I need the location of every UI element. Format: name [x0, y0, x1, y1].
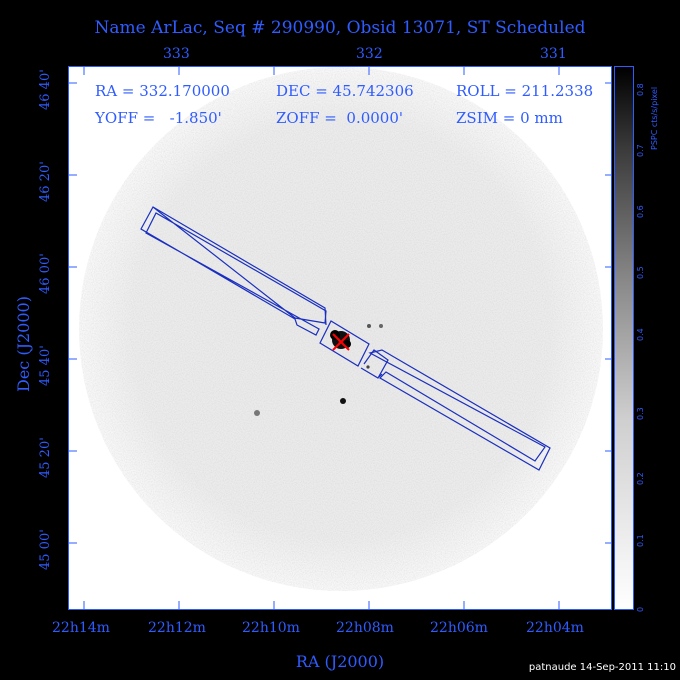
bottom-tick-label: 22h08m: [336, 620, 394, 636]
info-dec: DEC = 45.742306: [276, 82, 414, 100]
colorbar-tick: 0.8: [636, 83, 645, 96]
xray-source: [340, 398, 346, 404]
top-tick-label: 333: [163, 46, 190, 62]
plot-title: Name ArLac, Seq # 290990, Obsid 13071, S…: [94, 18, 586, 38]
top-tick-label: 332: [356, 46, 383, 62]
footprint-center-right: [360, 349, 389, 379]
info-zsim: ZSIM = 0 mm: [456, 109, 563, 127]
info-roll: ROLL = 211.2338: [456, 82, 594, 100]
bottom-tick-label: 22h06m: [430, 620, 488, 636]
bottom-tick-label: 22h10m: [242, 620, 300, 636]
top-tick-label: 331: [540, 46, 567, 62]
info-ra: RA = 332.170000: [95, 82, 230, 100]
footprint-right-outer: [368, 349, 551, 471]
colorbar-label: PSPC cts/s/pixel: [650, 86, 659, 150]
xray-sources: [254, 324, 383, 416]
footprint-left-arm: [152, 206, 327, 326]
left-tick-label: 46 40': [38, 69, 53, 110]
left-tick-label: 45 00': [38, 529, 53, 570]
colorbar-tick: 0.5: [636, 266, 645, 279]
bottom-tick-label: 22h04m: [526, 620, 584, 636]
bottom-tick-label: 22h14m: [52, 620, 110, 636]
xray-source: [367, 324, 371, 328]
left-tick-label: 45 20': [38, 437, 53, 478]
footprint-center-box: [319, 320, 370, 367]
left-tick-label: 46 20': [38, 161, 53, 202]
colorbar-tick: 0.7: [636, 144, 645, 157]
colorbar-tick: 0.4: [636, 328, 645, 341]
colorbar-tick: 0.6: [636, 205, 645, 218]
y-axis-label: Dec (J2000): [14, 296, 33, 392]
sky-image-plot[interactable]: [68, 66, 612, 610]
x-axis-label: RA (J2000): [295, 652, 385, 671]
info-zoff: ZOFF = 0.0000': [276, 109, 404, 127]
detector-field-noise: [79, 67, 603, 591]
left-tick-label: 45 40': [38, 345, 53, 386]
instrument-footprint-overlay: [140, 206, 551, 471]
footprint-right-notch: [378, 373, 383, 378]
colorbar-tick: 0.3: [636, 407, 645, 420]
axis-ticks: [69, 67, 611, 609]
bottom-tick-label: 22h12m: [148, 620, 206, 636]
left-tick-label: 46 00': [38, 253, 53, 294]
xray-source: [254, 410, 260, 416]
sky-image-svg: [69, 67, 611, 609]
xray-source: [366, 365, 370, 369]
xray-source: [379, 324, 383, 328]
colorbar-tick: 0.2: [636, 472, 645, 485]
info-yoff: YOFF = -1.850': [95, 109, 222, 127]
colorbar-tick: 0.1: [636, 534, 645, 547]
footer-credit: patnaude 14-Sep-2011 11:10: [528, 662, 676, 673]
target-marker-line: [332, 333, 350, 351]
colorbar-tick: 0: [636, 606, 645, 612]
colorbar: [614, 66, 634, 610]
footprint-left-outer: [140, 206, 327, 336]
